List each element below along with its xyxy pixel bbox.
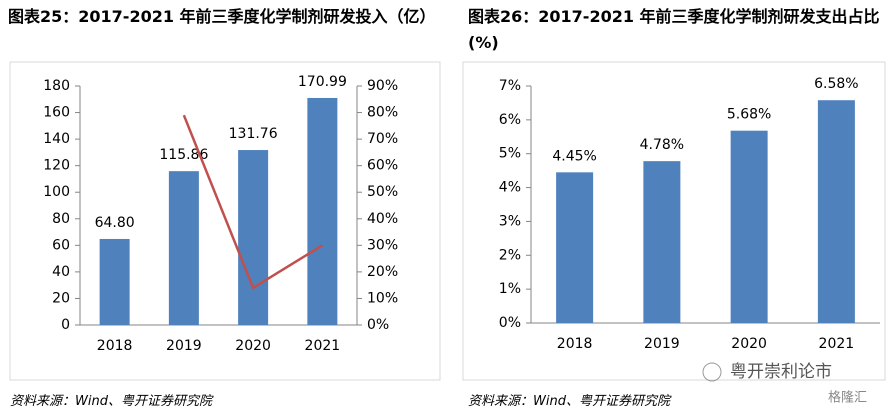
chart-frame [9, 61, 441, 381]
y-tick-label: 3% [499, 213, 521, 229]
x-tick-label: 2019 [644, 336, 680, 352]
y2-tick-label: 30% [367, 237, 398, 253]
bar [730, 130, 768, 323]
value-label: 170.99 [298, 74, 347, 90]
y-tick-label: 80 [52, 211, 70, 227]
y2-tick-label: 20% [367, 264, 398, 280]
value-label: 115.86 [159, 147, 208, 163]
bar [99, 238, 130, 325]
bar [238, 150, 269, 325]
y2-tick-label: 80% [367, 105, 398, 121]
x-tick-label: 2020 [235, 338, 271, 354]
bar [168, 171, 199, 325]
chart-title: 图表25：2017-2021 年前三季度化学制剂研发投入（亿） [8, 7, 436, 26]
y-tick-label: 60 [52, 237, 70, 253]
bar [817, 100, 855, 323]
chart-frame [462, 61, 886, 381]
value-label: 4.78% [640, 137, 684, 153]
y-tick-label: 0 [61, 317, 70, 333]
x-tick-label: 2018 [97, 338, 133, 354]
bar [556, 172, 594, 323]
x-tick-label: 2018 [557, 336, 593, 352]
y-tick-label: 180 [43, 78, 70, 94]
y-tick-label: 140 [43, 131, 70, 147]
x-tick-label: 2021 [305, 338, 341, 354]
y-tick-label: 160 [43, 105, 70, 121]
x-tick-label: 2019 [166, 338, 202, 354]
y2-tick-label: 40% [367, 211, 398, 227]
y-tick-label: 100 [43, 184, 70, 200]
y-tick-label: 2% [499, 247, 521, 263]
y-tick-label: 7% [499, 78, 521, 94]
y2-tick-label: 50% [367, 184, 398, 200]
bar [643, 161, 681, 323]
y-tick-label: 0% [499, 315, 521, 331]
y-tick-label: 5% [499, 146, 521, 162]
y-tick-label: 120 [43, 158, 70, 174]
y-tick-label: 6% [499, 112, 521, 128]
x-tick-label: 2021 [819, 336, 855, 352]
source-note: 资料来源：Wind、粤开证券研究院 [10, 394, 212, 409]
bar [307, 97, 338, 325]
value-label: 64.80 [95, 215, 135, 231]
x-tick-label: 2020 [731, 336, 767, 352]
value-label: 5.68% [727, 107, 771, 123]
value-label: 4.45% [552, 148, 596, 164]
y2-tick-label: 60% [367, 158, 398, 174]
value-label: 6.58% [814, 76, 858, 92]
y2-tick-label: 70% [367, 131, 398, 147]
watermark: 格隆汇 [828, 390, 867, 406]
source-note: 资料来源：Wind、粤开证券研究院 [468, 394, 670, 409]
y2-tick-label: 90% [367, 78, 398, 94]
wechat-icon [702, 362, 722, 382]
y2-tick-label: 0% [367, 317, 389, 333]
line [182, 114, 324, 290]
y-tick-label: 20 [52, 290, 70, 306]
value-label: 131.76 [229, 126, 278, 142]
y-tick-label: 4% [499, 180, 521, 196]
y-tick-label: 40 [52, 264, 70, 280]
y2-tick-label: 10% [367, 290, 398, 306]
chart-title: 图表26：2017-2021 年前三季度化学制剂研发支出占比(%) [468, 7, 880, 52]
watermark: 粤开崇利论市 [730, 362, 832, 382]
y-tick-label: 1% [499, 281, 521, 297]
